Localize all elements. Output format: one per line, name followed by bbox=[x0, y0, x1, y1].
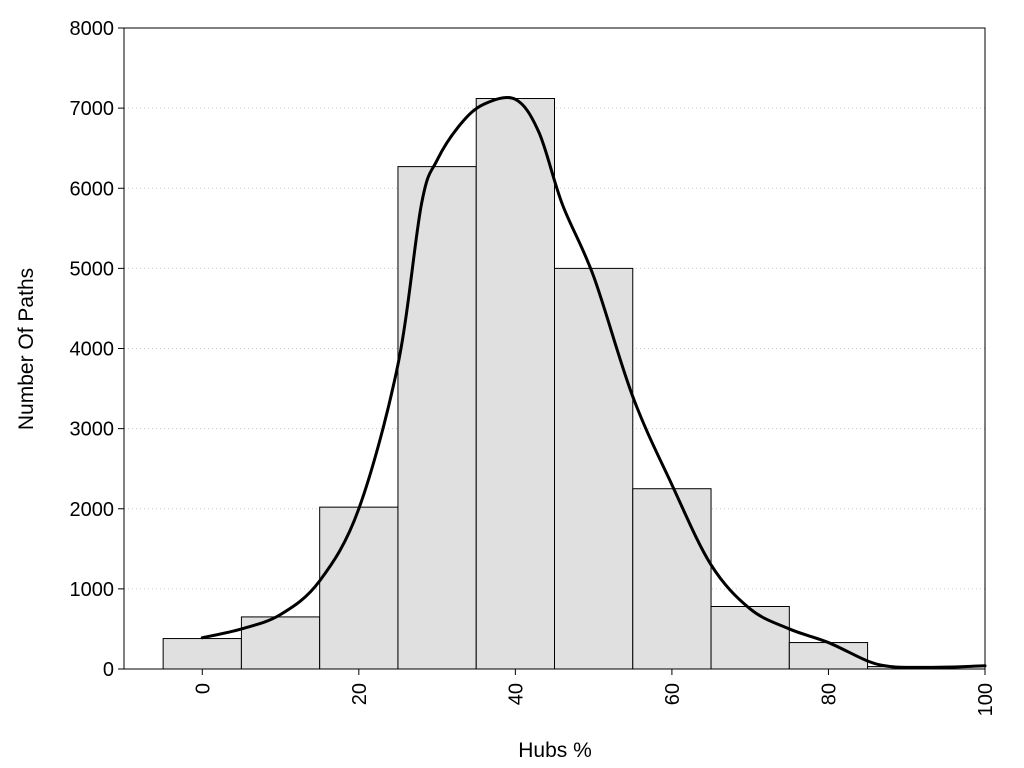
density-curve bbox=[200, 96, 987, 669]
histogram-bar bbox=[162, 638, 242, 670]
histogram-bar bbox=[397, 166, 477, 670]
histogram-bar bbox=[710, 606, 790, 670]
y-tick-label: 2000 bbox=[70, 499, 115, 521]
y-tick-label: 3000 bbox=[70, 419, 115, 441]
histogram-bar bbox=[319, 506, 399, 670]
y-tick-label: 8000 bbox=[70, 18, 115, 40]
x-axis-ticks: 0 20 40 60 80 100 bbox=[192, 669, 997, 716]
x-tick-label: 100 bbox=[975, 683, 997, 716]
y-tick-label: 0 bbox=[103, 659, 114, 681]
histogram-bars bbox=[162, 98, 947, 670]
y-tick-label: 7000 bbox=[70, 98, 115, 120]
histogram-bar bbox=[632, 488, 712, 670]
x-tick-label: 60 bbox=[662, 683, 684, 705]
x-axis-title: Hubs % bbox=[518, 739, 592, 762]
histogram-bar bbox=[554, 267, 634, 670]
y-tick-label: 5000 bbox=[70, 258, 115, 280]
y-tick-label: 4000 bbox=[70, 339, 115, 361]
x-tick-label: 80 bbox=[818, 683, 840, 705]
histogram-bar bbox=[475, 98, 555, 670]
y-axis-title: Number Of Paths bbox=[15, 268, 38, 430]
density-curve-group bbox=[200, 96, 987, 669]
y-tick-label: 6000 bbox=[70, 178, 115, 200]
x-tick-label: 20 bbox=[349, 683, 371, 705]
x-tick-label: 0 bbox=[192, 683, 214, 694]
x-tick-label: 40 bbox=[505, 683, 527, 705]
y-axis-ticks: 0 1000 2000 3000 4000 5000 6000 7000 8000 bbox=[70, 18, 124, 681]
y-tick-label: 1000 bbox=[70, 579, 115, 601]
